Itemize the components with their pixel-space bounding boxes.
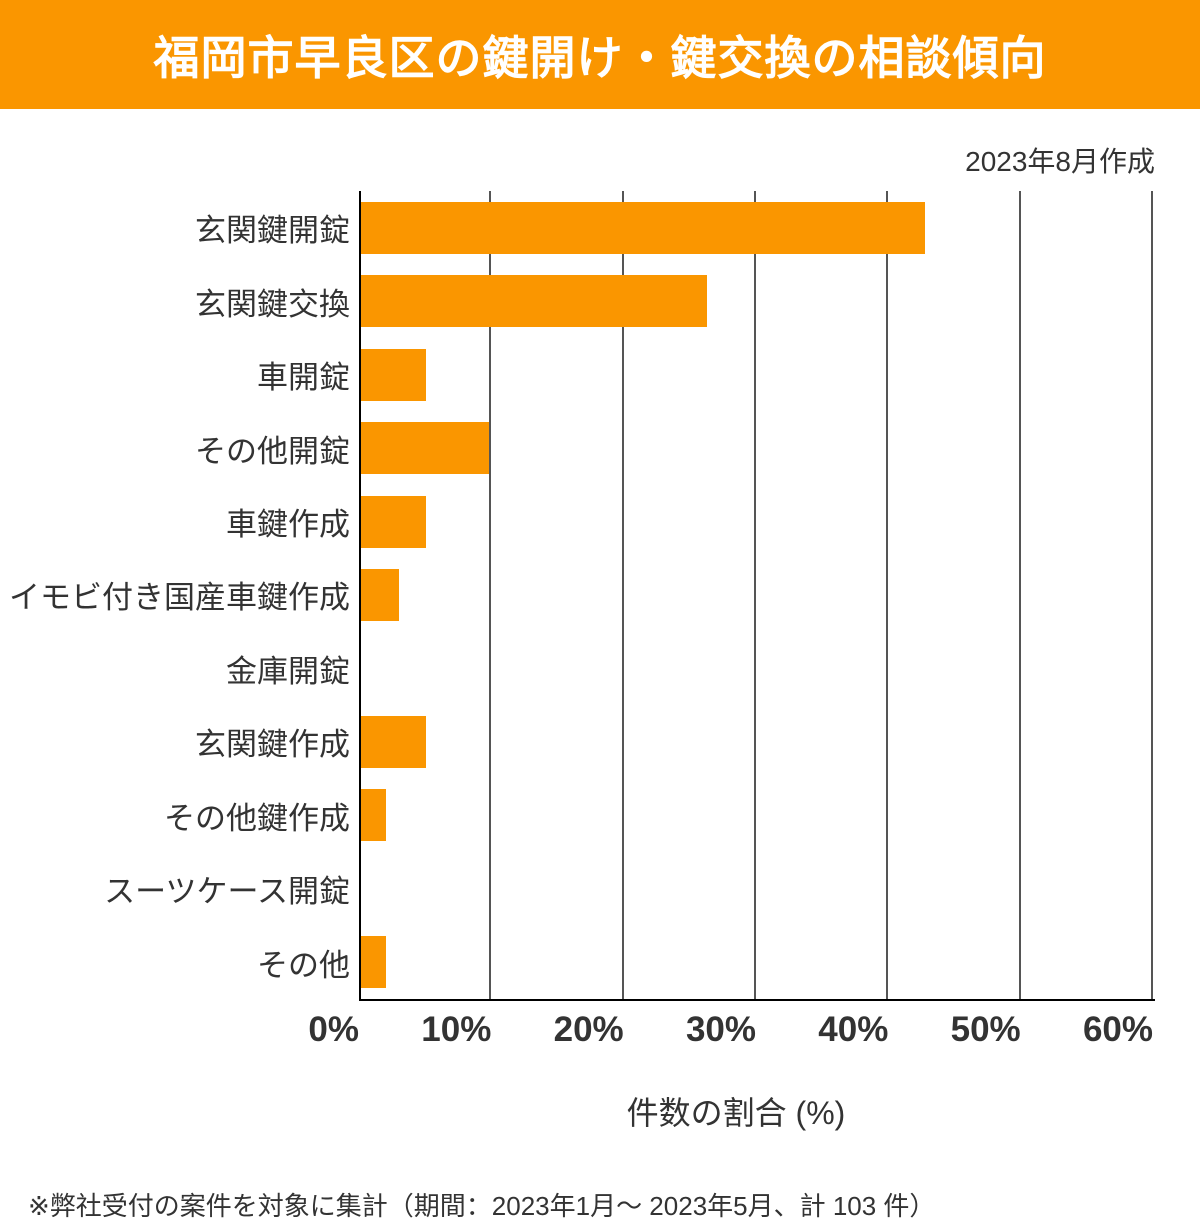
bar-row [361,558,1153,631]
bar [361,936,387,989]
category-label: 車開錠 [257,360,350,396]
header-banner: 福岡市早良区の鍵開け・鍵交換の相談傾向 [0,0,1200,109]
bar [361,422,490,475]
bar-row [361,632,1153,705]
category-label: 金庫開錠 [226,653,350,689]
y-axis-line [359,191,361,999]
x-tick-label: 20% [553,1010,624,1049]
footnote: ※弊社受付の案件を対象に集計（期間：2023年1月～ 2023年5月、計 103… [28,1191,936,1219]
created-date-note: 2023年8月作成 [965,146,1155,177]
category-label: イモビ付き国産車鍵作成 [9,580,350,616]
category-labels: 玄関鍵開錠玄関鍵交換車開錠その他開錠車鍵作成イモビ付き国産車鍵作成金庫開錠玄関鍵… [0,191,350,999]
category-label: 車鍵作成 [226,507,350,543]
bar-row [361,926,1153,999]
category-label: スーツケース開錠 [104,874,350,910]
bar [361,495,426,548]
bar [361,789,387,842]
gridline [489,191,492,999]
gridline [886,191,889,999]
x-tick-label: 30% [685,1010,756,1049]
category-label: その他 [257,947,350,983]
bar [361,275,707,328]
gridline [754,191,756,999]
bar-row [361,411,1153,484]
bar-row [361,191,1153,264]
bar-row [361,779,1153,852]
gridline [1018,191,1021,999]
x-axis-line [359,999,1155,1001]
category-label: 玄関鍵開錠 [195,213,350,249]
category-label: 玄関鍵作成 [195,727,350,763]
gridline [621,191,624,999]
x-axis-title: 件数の割合 (%) [626,1095,846,1131]
x-tick-label: 40% [818,1010,889,1049]
bar [361,568,400,621]
bar-row [361,705,1153,778]
category-label: その他開錠 [195,433,350,469]
x-tick-label: 0% [308,1010,359,1049]
gridline [1151,191,1153,999]
x-tick-label: 10% [421,1010,492,1049]
x-tick-label: 50% [950,1010,1021,1049]
page-title: 福岡市早良区の鍵開け・鍵交換の相談傾向 [153,31,1047,84]
bar [361,715,426,768]
bar-row [361,485,1153,558]
bar-row [361,338,1153,411]
bar-row [361,264,1153,337]
category-label: その他鍵作成 [164,800,350,836]
x-axis-ticks: 0% 10% 20% 30% 40% 50% 60% [0,1012,1200,1054]
x-tick-label: 60% [1082,1010,1153,1049]
plot-area [359,191,1155,1001]
category-label: 玄関鍵交換 [195,286,350,322]
bar [361,201,925,254]
bar [361,348,426,401]
bars-container [361,191,1153,999]
bar-row [361,852,1153,925]
